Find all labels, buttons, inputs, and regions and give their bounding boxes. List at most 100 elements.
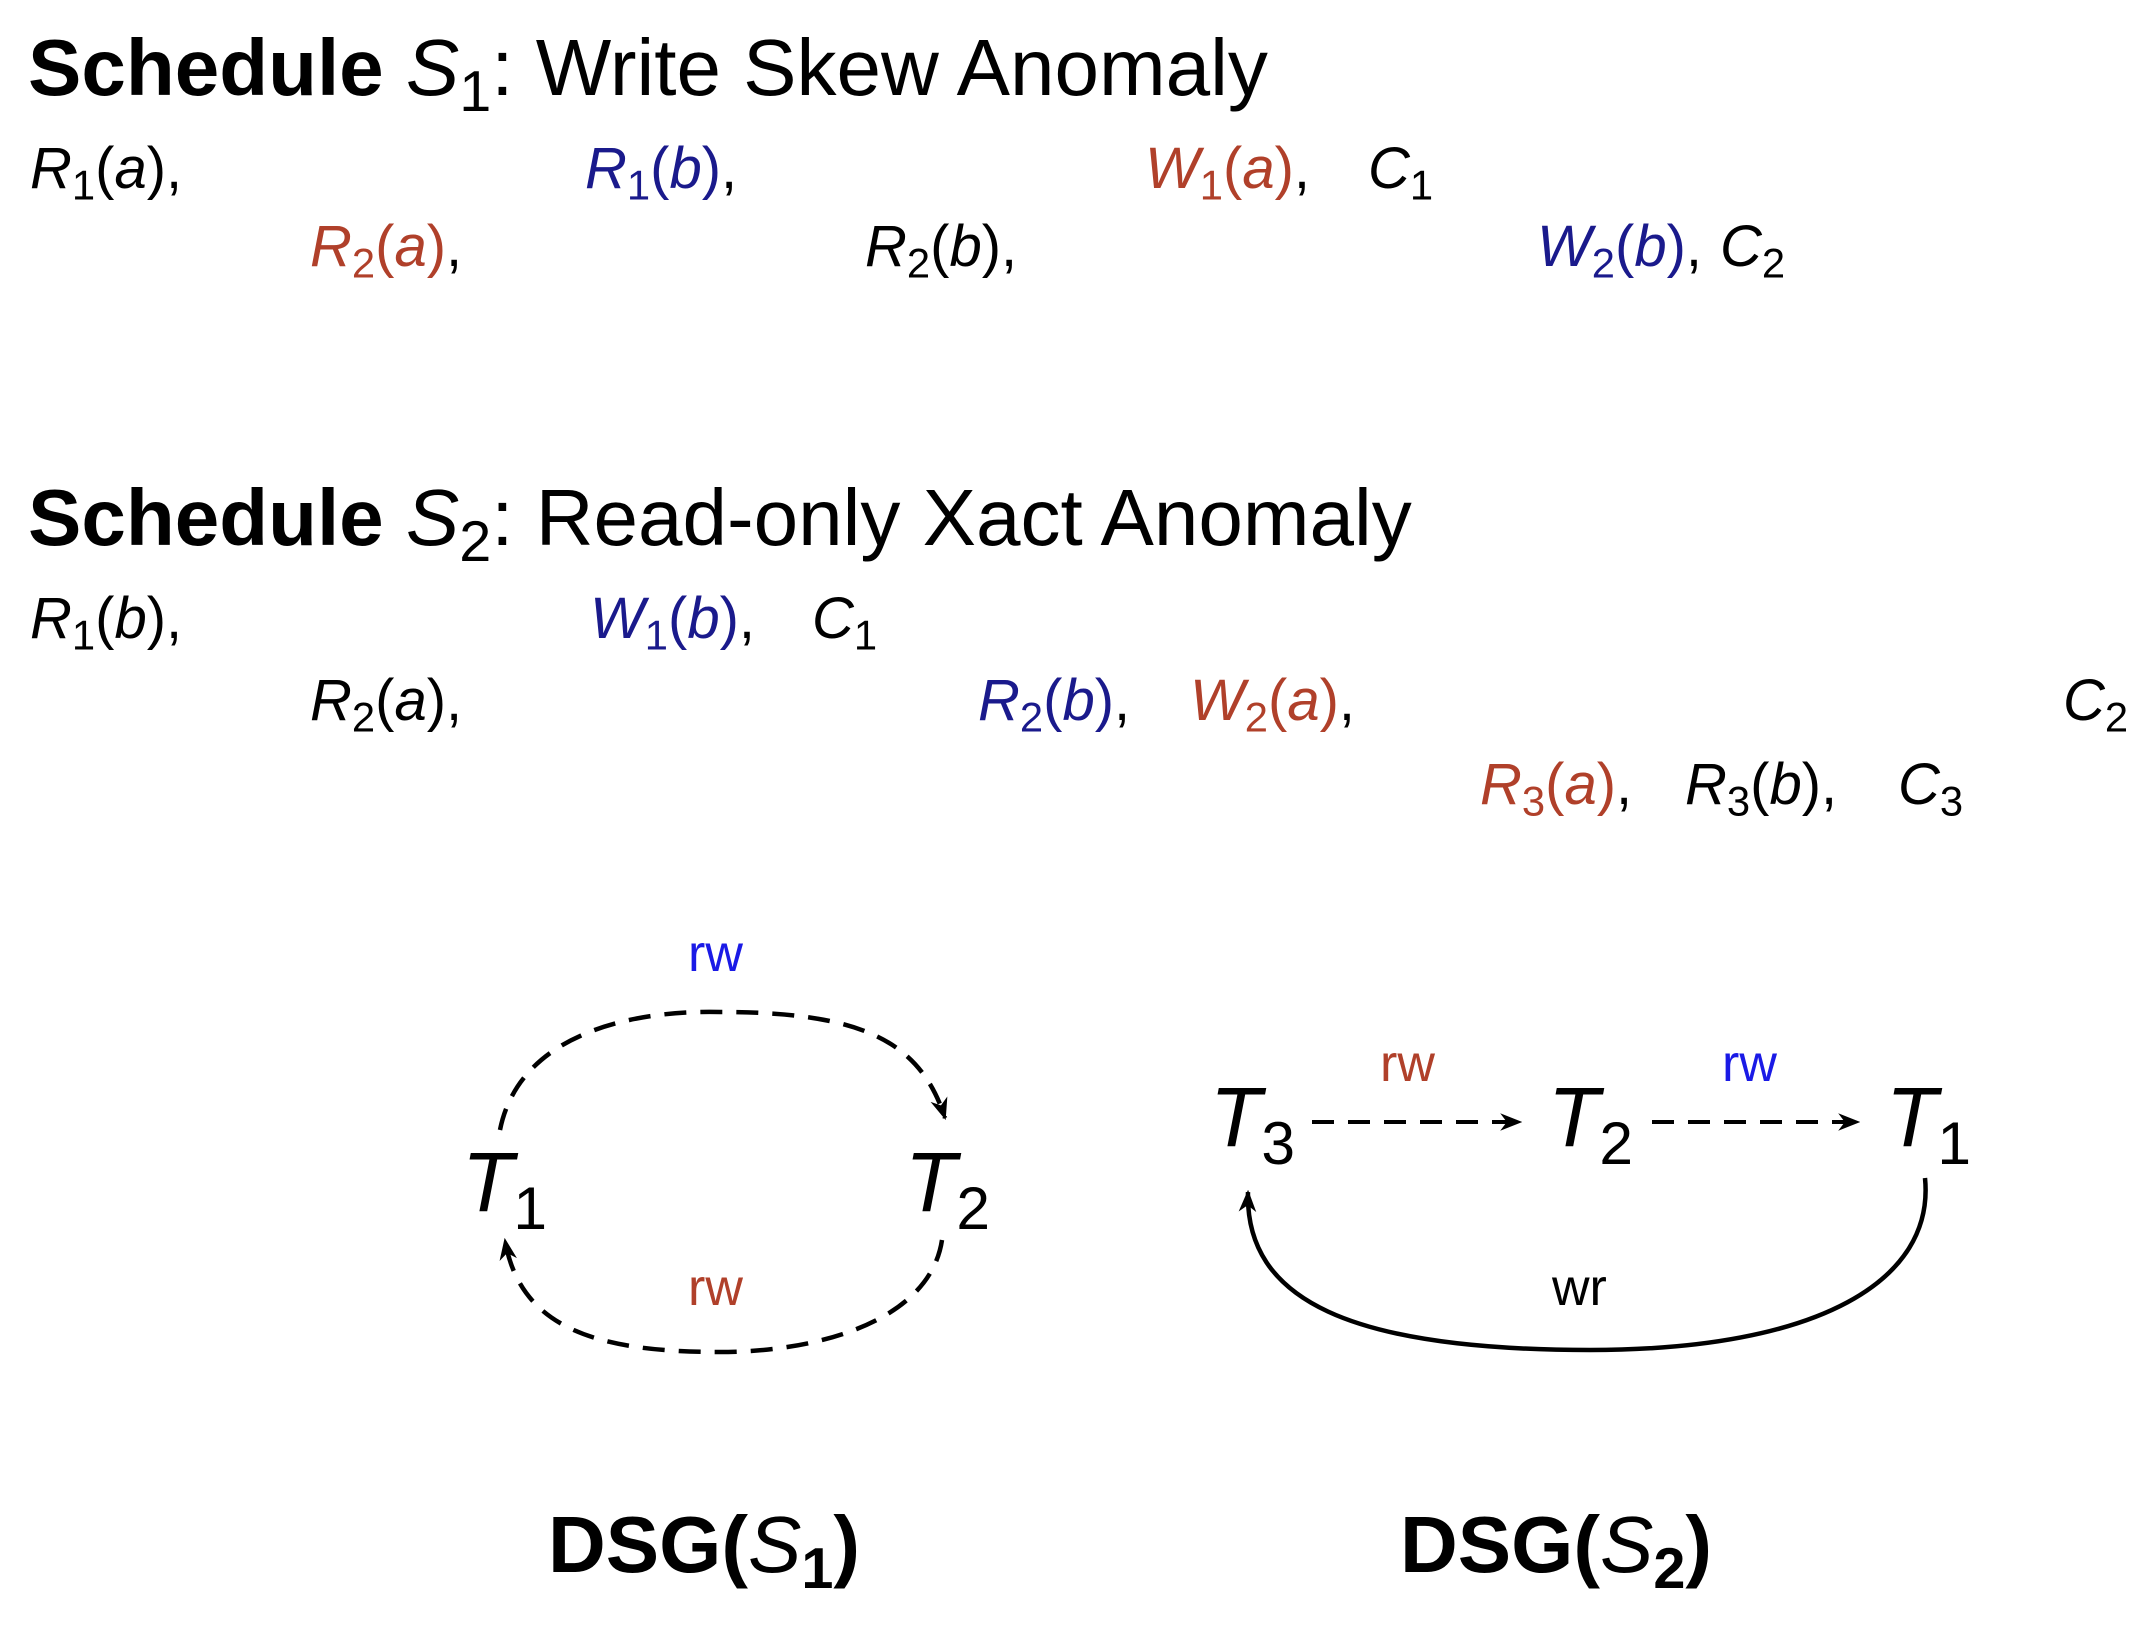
node-subscript: 3	[1261, 1109, 1295, 1178]
operation-letter: C	[1720, 214, 1762, 279]
operation-letter: R	[1480, 752, 1522, 817]
operation-term: R1(b)	[585, 136, 722, 207]
caption-close: )	[1685, 1500, 1713, 1589]
operation-subscript: 1	[1409, 161, 1434, 209]
operation: R2(b),	[865, 218, 1017, 285]
dsg1-caption: DSG(S1)	[548, 1505, 860, 1599]
operation-subscript: 2	[1591, 239, 1615, 287]
caption-text: DSG(	[548, 1500, 748, 1589]
separator: ,	[166, 586, 183, 651]
operation-subscript: 2	[1244, 693, 1268, 741]
operation-subscript: 1	[853, 611, 878, 659]
separator: ,	[1821, 752, 1838, 817]
operation-letter: R	[585, 136, 627, 201]
schedule-1-title: Schedule S1: Write Skew Anomaly	[28, 28, 1268, 122]
operation-argument: a	[1564, 752, 1597, 817]
open-paren: (	[1222, 136, 1243, 201]
dsg2-edge-t2-t1-label: rw	[1722, 1035, 1777, 1093]
operation-argument: a	[1287, 668, 1320, 733]
node-subscript: 2	[1599, 1109, 1633, 1178]
open-paren: (	[375, 214, 395, 279]
separator: ,	[721, 136, 738, 201]
operation-term: R1(b)	[30, 586, 166, 657]
node-symbol: T	[1548, 1070, 1600, 1164]
operation-letter: R	[310, 668, 352, 733]
operation: C3	[1898, 756, 1963, 823]
separator: ,	[1685, 214, 1703, 279]
dsg2-edge-t3-t2-label: rw	[1380, 1035, 1435, 1093]
operation-term: C1	[1368, 136, 1433, 207]
operation-letter: R	[310, 214, 352, 279]
operation-letter: C	[812, 586, 854, 651]
operation-letter: R	[30, 586, 72, 651]
operation-argument: b	[1634, 214, 1667, 279]
close-paren: )	[701, 136, 722, 201]
operation-subscript: 2	[2104, 693, 2129, 741]
schedule-2-title-subscript: 2	[459, 510, 492, 575]
caption-text: DSG(	[1400, 1500, 1600, 1589]
dsg1-edge-top-label: rw	[688, 925, 743, 983]
open-paren: (	[95, 136, 115, 201]
close-paren: )	[146, 136, 167, 201]
node-symbol: T	[462, 1135, 514, 1229]
close-paren: )	[1801, 752, 1822, 817]
schedule-1-title-symbol: S	[405, 23, 460, 112]
operation: R3(a),	[1480, 756, 1632, 823]
separator: ,	[1616, 752, 1633, 817]
operation: W2(b),	[1537, 218, 1702, 285]
node-subscript: 2	[956, 1174, 990, 1243]
dsg1-edge-bottom-label: rw	[688, 1259, 743, 1317]
schedule-2-title: Schedule S2: Read-only Xact Anomaly	[28, 478, 1412, 572]
operation-subscript: 3	[1521, 777, 1546, 825]
operation-subscript: 1	[1199, 161, 1223, 209]
operation-term: C2	[1720, 214, 1785, 285]
operation: W1(a),	[1145, 140, 1310, 209]
node-symbol: T	[1886, 1070, 1938, 1164]
close-paren: )	[426, 668, 447, 733]
caption-close: )	[833, 1500, 861, 1589]
open-paren: (	[1267, 668, 1288, 733]
dsg1-node-t1: T1	[462, 1140, 547, 1239]
dsg1-edge-top	[497, 1009, 948, 1131]
operation-term: R1(a)	[30, 136, 167, 207]
caption-symbol: S	[748, 1500, 802, 1589]
schedule-1-title-bold: Schedule	[28, 23, 384, 112]
close-paren: )	[426, 214, 447, 279]
operation-letter: C	[1898, 752, 1940, 817]
operation-term: R2(a)	[310, 668, 447, 739]
operation-argument: b	[114, 586, 147, 651]
open-paren: (	[95, 586, 115, 651]
open-paren: (	[930, 214, 950, 279]
schedule-2-title-bold: Schedule	[28, 473, 384, 562]
schedule-2-title-text: : Read-only Xact Anomaly	[491, 473, 1412, 562]
separator: ,	[738, 586, 756, 651]
close-paren: )	[1274, 136, 1294, 201]
operation-letter: C	[1368, 136, 1410, 201]
operation-term: R3(a)	[1480, 752, 1617, 823]
operation-subscript: 2	[1019, 693, 1044, 741]
operation-subscript: 2	[351, 693, 376, 741]
operation: W1(b),	[590, 590, 755, 657]
dsg1-edge-bottom	[499, 1237, 945, 1355]
schedule-1-title-subscript: 1	[459, 60, 492, 125]
operation-term: R3(b)	[1685, 752, 1822, 823]
separator: ,	[1338, 668, 1356, 733]
operation-subscript: 2	[351, 239, 376, 287]
operation-term: R2(a)	[310, 214, 447, 285]
dsg2-node-t2: T2	[1548, 1075, 1633, 1174]
caption-subscript: 1	[801, 1537, 834, 1602]
operation: R2(b),	[978, 672, 1130, 741]
operation: R1(b),	[30, 590, 182, 657]
operation-argument: b	[687, 586, 720, 651]
close-paren: )	[1596, 752, 1617, 817]
separator: ,	[446, 668, 463, 733]
operation-letter: W	[1537, 214, 1592, 279]
open-paren: (	[1043, 668, 1063, 733]
separator: ,	[446, 214, 463, 279]
operation-subscript: 1	[71, 611, 96, 659]
schedule-1-title-text: : Write Skew Anomaly	[491, 23, 1268, 112]
operation-term: W2(b)	[1537, 214, 1686, 285]
node-symbol: T	[905, 1135, 957, 1229]
operation-term: C3	[1898, 752, 1963, 823]
